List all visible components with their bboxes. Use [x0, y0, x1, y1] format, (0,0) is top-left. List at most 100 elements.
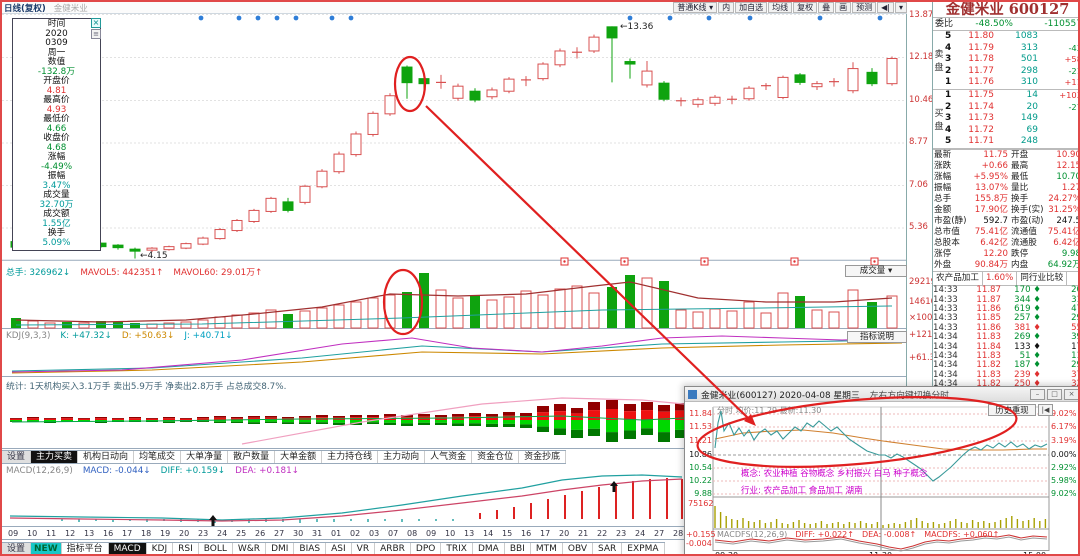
prev-day-icon: |◀ [1041, 406, 1050, 414]
history-replay-button[interactable]: 历史重现 [988, 404, 1036, 416]
intraday-price-label: 10.86 [689, 450, 712, 459]
tab-W&R[interactable]: W&R [233, 543, 267, 554]
tab-VR[interactable]: VR [352, 543, 376, 554]
tab-散户数量[interactable]: 散户数量 [228, 451, 276, 463]
weibi-label: 委比 [935, 19, 954, 29]
time-axis-label: 11:30 [869, 551, 893, 556]
intraday-popup-window[interactable]: 金健米业(600127) 2020-04-08 星期三 左右方向键切换分时 – □… [684, 386, 1078, 556]
maximize-button[interactable]: □ [1047, 388, 1062, 400]
tab-主力买卖[interactable]: 主力买卖 [31, 451, 79, 463]
indicator-value: KDJ(9,3,3) [6, 331, 51, 341]
indicator-value: MACD: -0.044↓ [82, 466, 151, 476]
svg-text:11: 11 [46, 529, 56, 538]
tab-均笔成交[interactable]: 均笔成交 [134, 451, 182, 463]
price-axis-label: 12.18 [909, 52, 934, 62]
indicator-value: MACD(12,26,9) [6, 466, 73, 476]
minimize-button[interactable]: – [1030, 388, 1045, 400]
tab-主力动向[interactable]: 主力动向 [378, 451, 426, 463]
volume-indicator-dropdown[interactable]: 成交量 ▾ [845, 265, 907, 277]
svg-text:22: 22 [597, 529, 607, 538]
toolbar-button[interactable]: ◀| [877, 2, 894, 13]
history-replay-label: 历史重现 [995, 405, 1029, 415]
weibi-row: 委比 -48.50% -110557 [933, 17, 1078, 31]
tab-EXPMA[interactable]: EXPMA [622, 543, 665, 554]
toolbar-button[interactable]: ▾ [894, 2, 907, 13]
svg-text:17: 17 [122, 529, 132, 538]
tab-资金仓位[interactable]: 资金仓位 [472, 451, 520, 463]
tab-RSI[interactable]: RSI [173, 543, 199, 554]
tab-BOLL[interactable]: BOLL [199, 543, 233, 554]
toolbar-button[interactable]: 预测 [852, 2, 877, 13]
toolbar-button[interactable]: 均线 [768, 2, 793, 13]
tooltip-field-value: 2020 [45, 28, 68, 39]
tooltip-field-label: 时间 [47, 19, 66, 29]
tab-资金抄底[interactable]: 资金抄底 [519, 451, 567, 463]
indicator-value: 总手: 326962↓ [6, 268, 71, 278]
svg-text:10: 10 [27, 529, 37, 538]
svg-text:20: 20 [559, 529, 569, 538]
tab-ARBR[interactable]: ARBR [375, 543, 411, 554]
tab-DMI[interactable]: DMI [266, 543, 295, 554]
toolbar-button[interactable]: 画 [835, 2, 852, 13]
svg-text:28: 28 [673, 529, 683, 538]
toolbar-button[interactable]: 复权 [793, 2, 818, 13]
toolbar-button[interactable]: 叠 [818, 2, 835, 13]
tab-ASI[interactable]: ASI [326, 543, 352, 554]
toolbar-button[interactable]: 普通K线 ▾ [673, 2, 718, 13]
kline-data-tooltip: × ≡ 时间 2020 0309 周一 数值 -132.8万 开盘价 4.81 最高价 4.93 最… [12, 18, 101, 251]
tab-KDJ[interactable]: KDJ [147, 543, 174, 554]
tab-大单净量[interactable]: 大单净量 [181, 451, 229, 463]
tab-settings[interactable]: 设置 [2, 543, 32, 554]
tab-MACD[interactable]: MACD [108, 543, 147, 554]
tooltip-field-value: 1.55亿 [42, 218, 71, 229]
tab-人气资金[interactable]: 人气资金 [425, 451, 473, 463]
chart-top-toolbar: 日线(复权) 金健米业 普通K线 ▾ 内加自选 均线 复权叠画预测 ◀| ▾ [2, 2, 907, 14]
tab-大单金额[interactable]: 大单金额 [275, 451, 323, 463]
menu-icon[interactable]: ≡ [91, 29, 101, 39]
tab-TRIX[interactable]: TRIX [441, 543, 473, 554]
svg-text:19: 19 [160, 529, 170, 538]
svg-text:31: 31 [312, 529, 322, 538]
close-icon[interactable]: × [91, 18, 101, 28]
toolbar-button[interactable]: 内 [718, 2, 735, 13]
detail-row: 振幅 13.07% 量比 1.27 [934, 183, 1080, 194]
sector-compare-link[interactable]: 同行业比较 [1017, 272, 1068, 286]
tab-DMA[interactable]: DMA [473, 543, 505, 554]
tab-SAR[interactable]: SAR [593, 543, 623, 554]
svg-text:12: 12 [65, 529, 75, 538]
tab-BIAS[interactable]: BIAS [294, 543, 327, 554]
prev-day-button[interactable]: |◀ [1038, 404, 1053, 416]
intraday-pct-label: 3.19% [1051, 436, 1077, 445]
intraday-price-label: 10.22 [689, 476, 712, 485]
toolbar-button[interactable]: 加自选 [735, 2, 768, 13]
intraday-pct-label: 6.17% [1051, 422, 1077, 431]
close-button[interactable]: × [1064, 388, 1078, 400]
tab-DPO[interactable]: DPO [411, 543, 442, 554]
tab-BBI[interactable]: BBI [505, 543, 531, 554]
svg-text:27: 27 [654, 529, 664, 538]
svg-text:25: 25 [236, 529, 246, 538]
sector-name[interactable]: 农产品加工 [933, 272, 983, 286]
macdfs-axis-label: -0.004 [686, 539, 712, 548]
tooltip-field-label: 成交量 [43, 190, 70, 200]
tooltip-field-value: 4.66 [46, 123, 67, 134]
indicator-value: MAVOL5: 442351↑ [80, 268, 164, 278]
intraday-volume-label: 75162 [688, 499, 714, 508]
tab-OBV[interactable]: OBV [563, 543, 593, 554]
tab-机构日动向[interactable]: 机构日动向 [78, 451, 135, 463]
stock-name-watermark: 金健米业 [53, 3, 88, 14]
tooltip-field-value: 32.70万 [39, 199, 74, 210]
intraday-pct-label: 0.00% [1051, 450, 1077, 459]
indicator-help-button[interactable]: 指标说明 [847, 331, 907, 343]
tab-indicator-platform[interactable]: 指标平台 [62, 543, 109, 554]
tab-MTM[interactable]: MTM [531, 543, 563, 554]
stock-title: 金健米业 600127 [945, 2, 1070, 18]
tab-设置[interactable]: 设置 [2, 451, 32, 463]
tab-主力持仓线[interactable]: 主力持仓线 [322, 451, 379, 463]
svg-text:←13.36: ←13.36 [620, 22, 654, 32]
detail-row: 涨停 12.20 跌停 9.98 [934, 249, 1080, 260]
tooltip-field-value: 0309 [45, 38, 68, 48]
